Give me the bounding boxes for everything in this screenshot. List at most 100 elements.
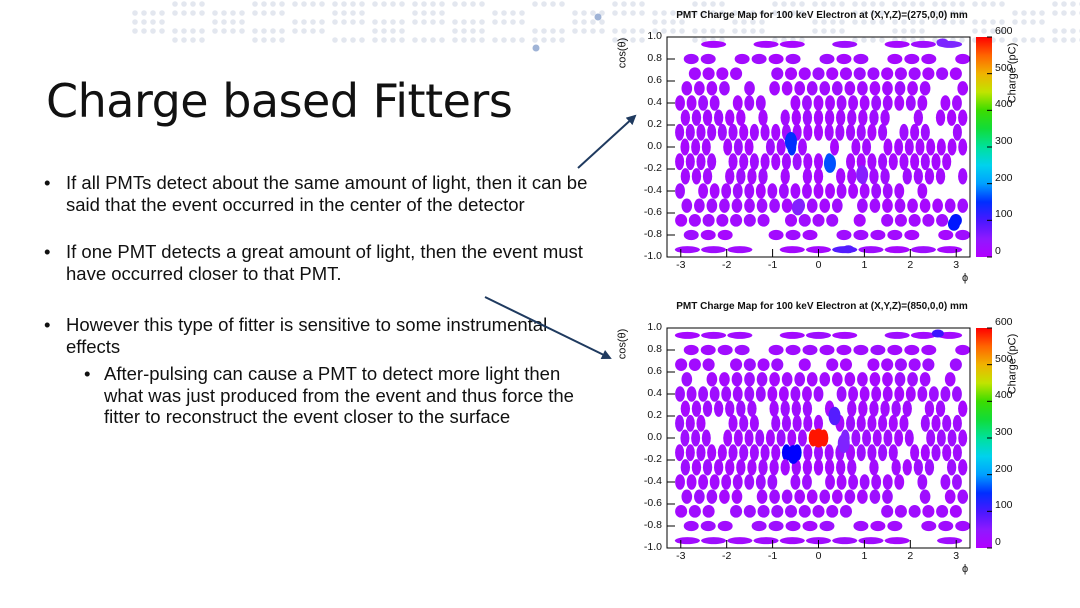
pmt-marker	[798, 504, 811, 518]
decorative-dot	[381, 28, 387, 34]
decorative-dot	[1061, 37, 1067, 43]
decorative-dot	[461, 19, 467, 25]
decorative-dot	[372, 37, 378, 43]
decorative-dot	[972, 28, 978, 34]
pmt-marker	[803, 153, 813, 171]
pmt-marker	[882, 489, 893, 504]
y-tick-label: 0.0	[647, 431, 662, 443]
pmt-marker	[727, 537, 753, 545]
pmt-marker	[902, 400, 912, 417]
pmt-marker	[870, 520, 886, 532]
pmt-marker	[904, 344, 920, 356]
decorative-dot	[861, 19, 867, 25]
pmt-marker	[776, 138, 786, 156]
pmt-marker	[717, 229, 733, 241]
pmt-marker	[958, 138, 968, 156]
pmt-marker	[780, 459, 790, 476]
pmt-marker	[836, 459, 846, 476]
pmt-marker	[696, 444, 706, 462]
decorative-dot	[630, 28, 636, 34]
decorative-dot	[221, 19, 227, 25]
decorative-dot	[452, 28, 458, 34]
pmt-marker	[675, 213, 688, 227]
decorative-dot	[159, 10, 165, 16]
decorative-dot	[492, 37, 498, 43]
pmt-marker	[894, 95, 905, 111]
pmt-marker	[946, 109, 957, 126]
pmt-marker	[713, 109, 724, 126]
pmt-marker	[757, 358, 770, 372]
pmt-marker	[685, 153, 695, 171]
decorative-dot	[252, 28, 258, 34]
decorative-dot	[501, 10, 507, 16]
pmt-marker	[884, 246, 910, 254]
pmt-marker	[867, 153, 877, 171]
decorative-dot	[599, 19, 605, 25]
pmt-marker	[819, 344, 835, 356]
pmt-marker	[792, 153, 802, 171]
decorative-dot	[861, 10, 867, 16]
pmt-marker	[709, 474, 720, 490]
pmt-marker	[686, 474, 697, 490]
decorative-dot	[661, 10, 667, 16]
pmt-marker	[751, 53, 767, 65]
pmt-marker	[949, 67, 962, 81]
decorative-dot	[750, 10, 756, 16]
pmt-marker	[702, 67, 715, 81]
pmt-marker	[869, 109, 879, 126]
pmt-marker	[701, 331, 727, 339]
pmt-marker	[862, 138, 872, 156]
pmt-marker	[812, 67, 825, 81]
decorative-dot	[612, 28, 618, 34]
decorative-dot	[399, 1, 405, 7]
decorative-dot	[159, 28, 165, 34]
decorative-dot	[292, 28, 298, 34]
pmt-marker	[674, 537, 700, 545]
chart-canvas	[666, 327, 992, 549]
decorative-dot	[461, 28, 467, 34]
pmt-marker	[768, 229, 784, 241]
decorative-dot	[692, 10, 698, 16]
decorative-dot	[501, 37, 507, 43]
pmt-marker	[955, 344, 970, 356]
decorative-dot	[879, 10, 885, 16]
decorative-dot	[999, 1, 1005, 7]
pmt-marker	[891, 459, 901, 476]
decorative-dot	[581, 10, 587, 16]
decorative-dot	[181, 1, 187, 7]
decorative-dot	[1039, 37, 1045, 43]
pmt-marker	[936, 429, 946, 447]
decorative-dot	[941, 19, 947, 25]
decorative-dot-accent	[532, 44, 540, 52]
pmt-marker	[857, 489, 868, 504]
decorative-dot	[1070, 1, 1076, 7]
pmt-marker	[905, 386, 916, 402]
x-axis-label: ϕ	[962, 272, 969, 284]
decorative-dot	[270, 28, 276, 34]
decorative-dot	[839, 28, 845, 34]
pmt-marker	[920, 153, 930, 171]
pmt-marker-hot	[931, 329, 944, 338]
decorative-dot	[830, 1, 836, 7]
pmt-marker	[702, 358, 715, 372]
y-tick-label: -0.8	[643, 228, 662, 240]
pmt-marker	[824, 109, 835, 126]
pmt-marker	[707, 153, 717, 171]
pmt-marker	[683, 344, 699, 356]
pmt-marker	[700, 344, 716, 356]
pmt-marker	[802, 474, 812, 490]
pmt-marker	[830, 138, 840, 156]
pmt-marker	[685, 414, 695, 432]
pmt-marker	[857, 372, 868, 387]
pmt-marker	[756, 198, 768, 213]
x-tick-label: 0	[815, 550, 822, 562]
pmt-marker	[867, 414, 877, 432]
pmt-marker	[910, 40, 936, 48]
pmt-marker-hot	[784, 132, 797, 151]
pmt-marker	[725, 459, 735, 476]
decorative-dot	[199, 1, 205, 7]
pmt-marker	[932, 198, 943, 213]
pmt-marker	[732, 474, 743, 490]
decorative-dot	[270, 10, 276, 16]
decorative-dot	[639, 37, 645, 43]
